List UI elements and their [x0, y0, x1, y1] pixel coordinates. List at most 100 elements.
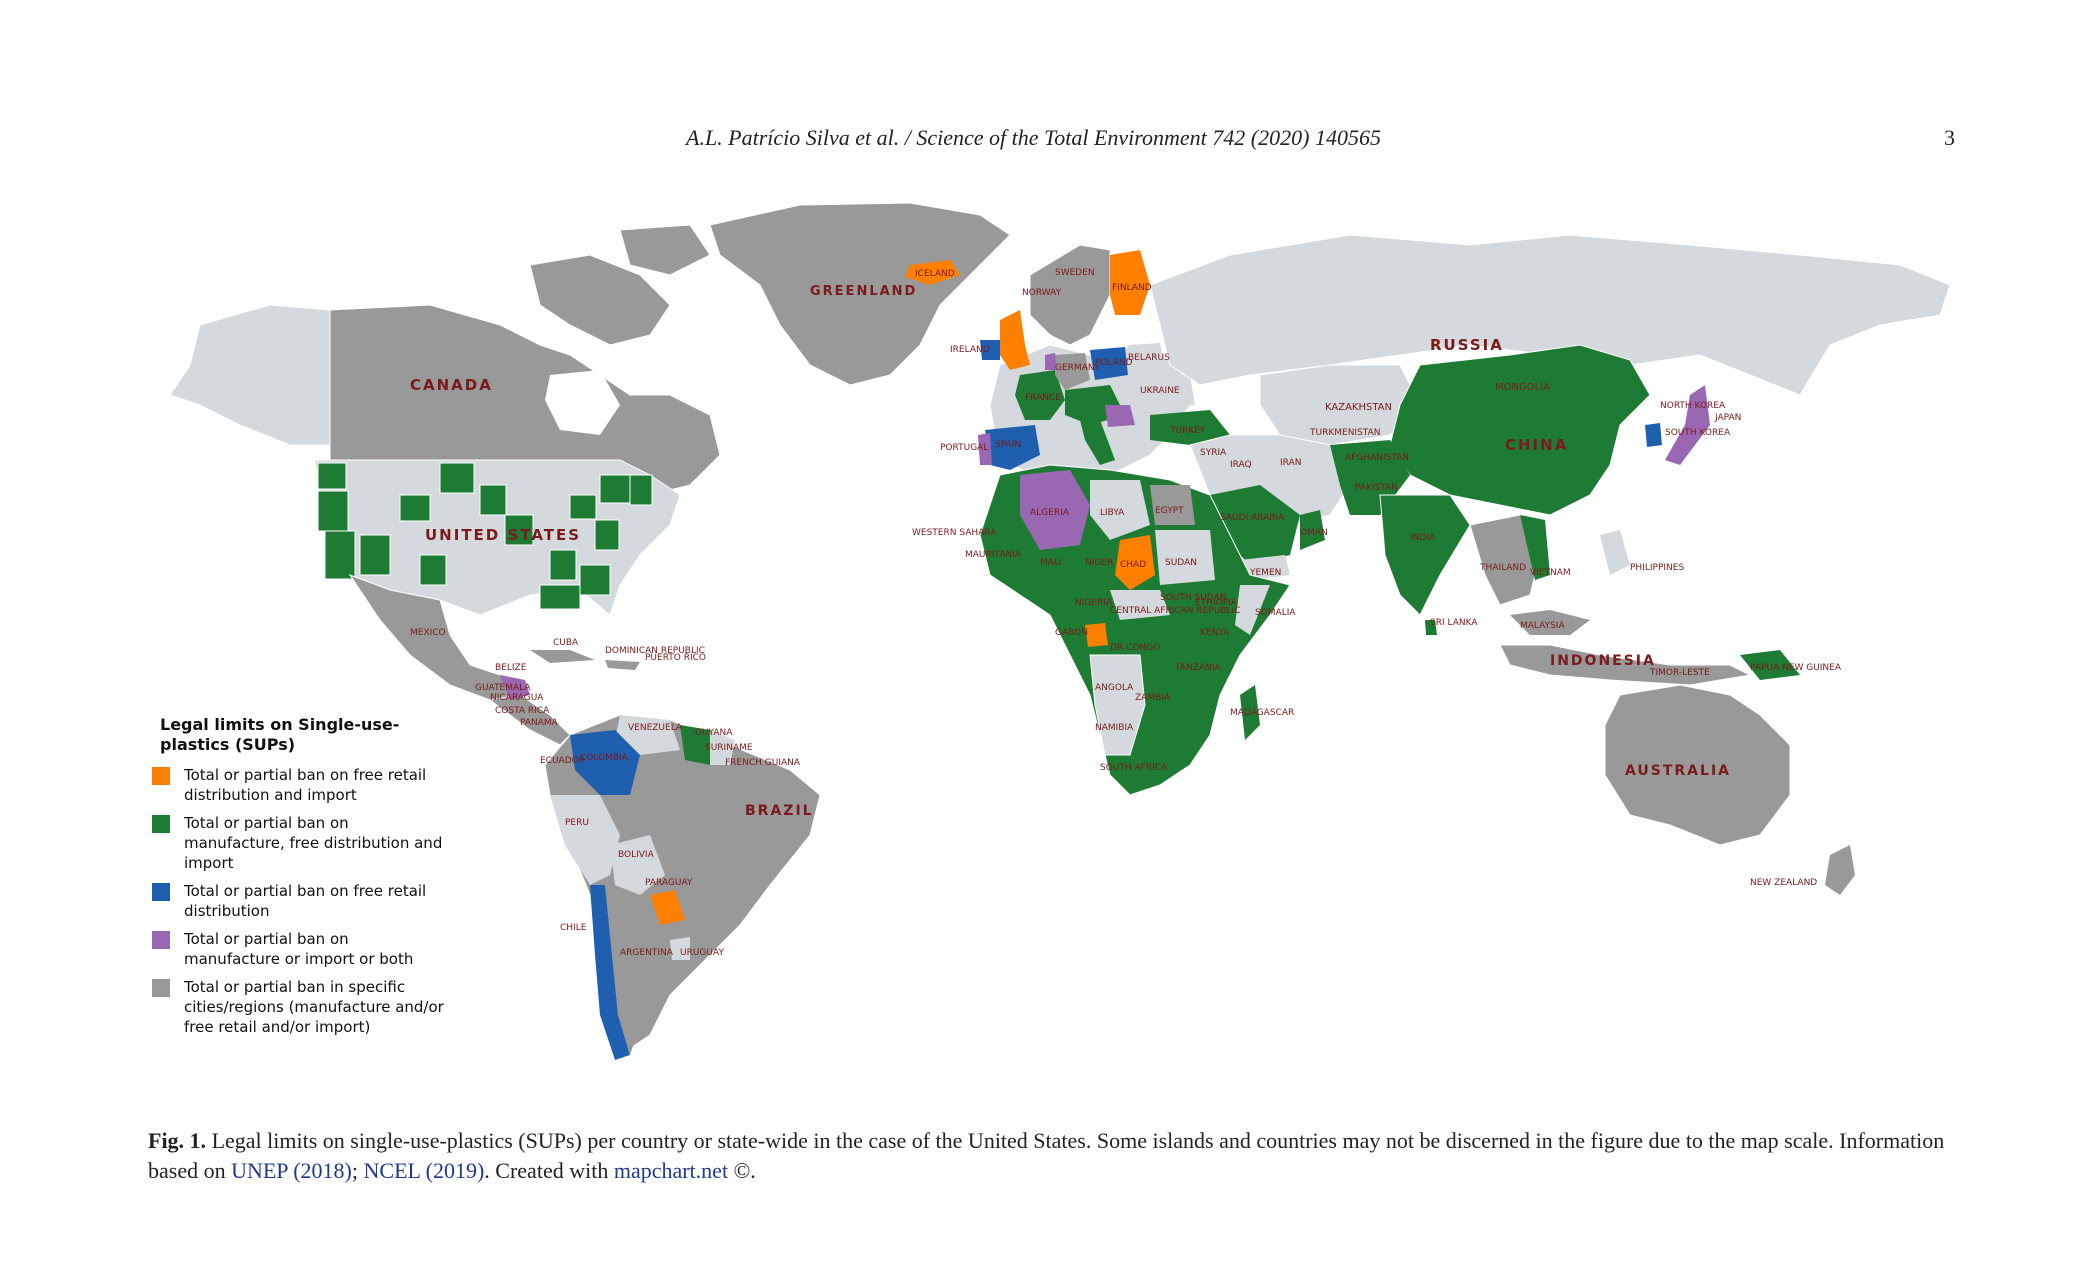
label-peru: PERU — [565, 818, 589, 828]
label-angola: ANGOLA — [1095, 683, 1134, 693]
label-paraguay: PARAGUAY — [645, 878, 693, 888]
region-oman — [1300, 510, 1325, 550]
label-sudan: SUDAN — [1165, 558, 1197, 568]
region-colombia-blue — [570, 730, 640, 795]
label-south-sudan: SOUTH SUDAN — [1160, 593, 1226, 603]
label-suriname: SURINAME — [705, 743, 753, 753]
region-turkey — [1150, 410, 1230, 445]
region-spain — [985, 425, 1040, 470]
region-venezuela — [615, 715, 680, 755]
legend-item-blue: Total or partial ban on free retail dist… — [152, 881, 452, 921]
us-green-states — [317, 462, 653, 610]
label-namibia: NAMIBIA — [1095, 723, 1134, 733]
legend-swatch-green — [152, 815, 170, 833]
label-norway: NORWAY — [1022, 288, 1062, 298]
legend-label-purple: Total or partial ban on manufacture or i… — [184, 930, 414, 968]
reference-link-ncel[interactable]: NCEL (2019) — [363, 1158, 485, 1183]
region-papua-new-guinea — [1740, 650, 1800, 680]
label-belarus: BELARUS — [1128, 353, 1170, 363]
label-chile: CHILE — [560, 923, 587, 933]
figure-label: Fig. 1. — [148, 1128, 207, 1153]
hudson-bay — [545, 370, 620, 435]
region-sudan — [1155, 530, 1215, 585]
label-guatemala: GUATEMALA — [475, 683, 531, 693]
label-russia: RUSSIA — [1430, 336, 1504, 354]
region-vietnam — [1520, 515, 1550, 580]
legend-label-blue: Total or partial ban on free retail dist… — [184, 882, 427, 920]
region-madagascar — [1240, 685, 1260, 740]
region-benelux — [1045, 353, 1057, 370]
label-indonesia: INDONESIA — [1550, 653, 1656, 669]
label-guyana: GUYANA — [695, 728, 733, 738]
label-syria: SYRIA — [1200, 448, 1227, 458]
label-dr-congo: DR CONGO — [1110, 643, 1160, 653]
region-new-zealand — [1825, 845, 1855, 895]
label-costa-rica: COSTA RICA — [495, 706, 550, 716]
label-india: INDIA — [1410, 533, 1436, 543]
region-portugal — [978, 433, 992, 465]
legend-title: Legal limits on Single-use-plastics (SUP… — [160, 715, 400, 754]
mapchart-link[interactable]: mapchart.net — [613, 1158, 729, 1183]
region-china — [1389, 344, 1651, 516]
region-sri-lanka — [1425, 620, 1437, 635]
region-guatemala-purple — [500, 675, 530, 700]
label-brazil: BRAZIL — [745, 803, 814, 819]
region-malaysia — [1510, 610, 1590, 635]
region-paraguay-orange — [650, 890, 685, 925]
label-tanzania: TANZANIA — [1174, 663, 1221, 673]
region-gabon-orange — [1085, 623, 1108, 647]
region-angola-namibia — [1089, 654, 1146, 756]
region-cuba — [530, 650, 595, 663]
region-caribbean — [605, 660, 640, 670]
caption-text-3: ©. — [728, 1158, 756, 1183]
label-madagascar: MADAGASCAR — [1230, 708, 1294, 718]
figure-caption: Fig. 1. Legal limits on single-use-plast… — [148, 1126, 1958, 1186]
label-cuba: CUBA — [553, 638, 579, 648]
label-ireland: IRELAND — [950, 345, 990, 355]
label-gabon: GABON — [1055, 628, 1088, 638]
legend-label-green: Total or partial ban on manufacture, fre… — [184, 814, 443, 872]
label-thailand: THAILAND — [1479, 563, 1526, 573]
label-western-sahara: WESTERN SAHARA — [912, 528, 997, 538]
reference-link-unep[interactable]: UNEP (2018) — [231, 1158, 352, 1183]
label-malaysia: MALAYSIA — [1520, 621, 1565, 631]
label-finland: FINLAND — [1112, 283, 1152, 293]
caption-text-1: Legal limits on single-use-plastics (SUP… — [148, 1128, 1945, 1183]
label-zambia: ZAMBIA — [1135, 693, 1171, 703]
legend-label-gray: Total or partial ban in specific cities/… — [184, 978, 444, 1036]
region-indonesia — [1499, 644, 1752, 686]
label-saudi-arabia: SAUDI ARABIA — [1220, 513, 1285, 523]
region-libya — [1090, 480, 1150, 540]
region-central-africa-gray — [1110, 590, 1170, 620]
label-mexico: MEXICO — [410, 628, 446, 638]
label-portugal: PORTUGAL — [940, 443, 988, 453]
label-mali: MALI — [1040, 558, 1062, 568]
label-nicaragua: NICARAGUA — [490, 693, 544, 703]
label-turkmenistan: TURKMENISTAN — [1309, 428, 1380, 438]
legend-item-green: Total or partial ban on manufacture, fre… — [152, 813, 452, 873]
region-chad — [1115, 535, 1155, 590]
region-ireland — [980, 340, 1000, 360]
page-number: 3 — [1944, 125, 1955, 150]
legend-item-purple: Total or partial ban on manufacture or i… — [152, 929, 452, 969]
label-nigeria: NIGERIA — [1075, 598, 1113, 608]
label-uruguay: URUGUAY — [680, 948, 724, 958]
region-guyana-green — [680, 725, 710, 765]
label-somalia: SOMALIA — [1255, 608, 1296, 618]
label-venezuela: VENEZUELA — [628, 723, 683, 733]
label-canada: CANADA — [410, 376, 493, 394]
region-poland — [1090, 347, 1128, 380]
label-iceland: ICELAND — [915, 269, 955, 279]
region-italy — [1080, 420, 1115, 465]
label-poland: POLAND — [1095, 358, 1133, 368]
legend-swatch-gray — [152, 979, 170, 997]
legend-swatch-orange — [152, 767, 170, 785]
legend-item-gray: Total or partial ban in specific cities/… — [152, 977, 452, 1037]
label-united-states: UNITED STATES — [425, 526, 581, 544]
region-india — [1379, 494, 1471, 616]
label-mongolia: MONGOLIA — [1495, 382, 1550, 393]
journal-citation: A.L. Patrício Silva et al. / Science of … — [686, 125, 1381, 150]
label-mauritania: MAURITANIA — [965, 550, 1022, 560]
region-uk — [1000, 310, 1030, 370]
region-algeria — [1020, 470, 1090, 550]
